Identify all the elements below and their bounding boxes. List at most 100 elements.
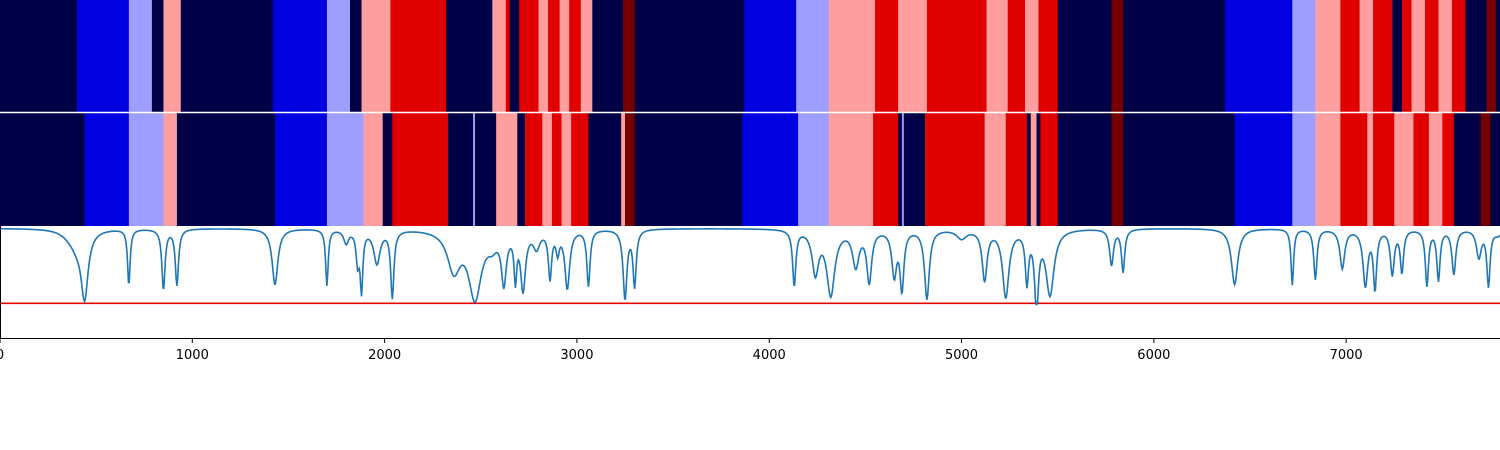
heatmap-middle-cell-23 bbox=[625, 113, 636, 226]
heatmap-top-cell-7 bbox=[326, 0, 351, 112]
x-tick-label-7: 7000 bbox=[1330, 348, 1363, 363]
heatmap-middle-cell-27 bbox=[828, 113, 874, 226]
heatmap-middle-cell-52 bbox=[1453, 113, 1482, 226]
heatmap-top-cell-18 bbox=[559, 0, 570, 112]
heatmap-top-cell-50 bbox=[1486, 0, 1497, 112]
heatmap-top-cell-40 bbox=[1340, 0, 1361, 112]
heatmap-top-cell-3 bbox=[151, 0, 164, 112]
heatmap-middle-cell-36 bbox=[1030, 113, 1037, 226]
heatmap-top-cell-48 bbox=[1451, 0, 1466, 112]
x-tick-label-1: 1000 bbox=[176, 348, 209, 363]
heatmap-top-cell-26 bbox=[828, 0, 876, 112]
heatmap-top-cell-25 bbox=[796, 0, 830, 112]
heatmap-top-cell-41 bbox=[1359, 0, 1374, 112]
heatmap-middle-cell-12 bbox=[475, 113, 497, 226]
heatmap-middle-cell-41 bbox=[1123, 113, 1236, 226]
heatmap-middle-cell-49 bbox=[1413, 113, 1430, 226]
heatmap-top-cell-37 bbox=[1225, 0, 1293, 112]
heatmap-top-cell-34 bbox=[1057, 0, 1112, 112]
signal-series-line bbox=[0, 227, 1500, 306]
heatmap-top-cell-2 bbox=[128, 0, 153, 112]
heatmap-top-cell-13 bbox=[505, 0, 511, 112]
heatmap-top-cell-11 bbox=[446, 0, 493, 112]
heatmap-middle-cell-11 bbox=[473, 113, 476, 226]
heatmap-middle-cell-44 bbox=[1315, 113, 1341, 226]
heatmap-middle-cell-21 bbox=[592, 113, 622, 226]
heatmap-top-cell-35 bbox=[1111, 0, 1124, 112]
heatmap-middle-cell-32 bbox=[925, 113, 986, 226]
heatmap-top-cell-36 bbox=[1123, 0, 1226, 112]
heatmap-top-cell-28 bbox=[898, 0, 928, 112]
line-plot-background bbox=[0, 226, 1500, 338]
heatmap-top-cell-0 bbox=[0, 0, 78, 112]
heatmap-top-cell-19 bbox=[569, 0, 582, 112]
heatmap-strip-middle bbox=[0, 113, 1500, 226]
heatmap-top-cell-12 bbox=[492, 0, 507, 112]
heatmap-middle-cell-54 bbox=[1490, 113, 1500, 226]
line-plot-panel bbox=[0, 226, 1500, 339]
heatmap-top-cell-47 bbox=[1438, 0, 1453, 112]
heatmap-top-cell-33 bbox=[1038, 0, 1059, 112]
heatmap-middle-cell-17 bbox=[551, 113, 562, 226]
heatmap-middle-cell-25 bbox=[742, 113, 799, 226]
heatmap-middle-cell-30 bbox=[901, 113, 905, 226]
heatmap-middle-cell-18 bbox=[561, 113, 572, 226]
heatmap-middle-cell-40 bbox=[1111, 113, 1124, 226]
heatmap-top-cell-5 bbox=[180, 0, 274, 112]
x-tick-label-2: 2000 bbox=[368, 348, 401, 363]
heatmap-top-cell-20 bbox=[580, 0, 593, 112]
heatmap-top-cell-49 bbox=[1465, 0, 1487, 112]
heatmap-middle-cell-15 bbox=[525, 113, 543, 226]
heatmap-middle-cell-10 bbox=[448, 113, 474, 226]
x-axis: 0 1000 2000 3000 4000 5000 6000 7000 bbox=[0, 338, 1363, 363]
heatmap-top-cell-29 bbox=[926, 0, 987, 112]
heatmap-top-cell-6 bbox=[273, 0, 328, 112]
heatmap-top-cell-27 bbox=[875, 0, 899, 112]
heatmap-top-cell-31 bbox=[1007, 0, 1026, 112]
heatmap-middle-cell-2 bbox=[128, 113, 164, 226]
heatmap-middle-cell-26 bbox=[798, 113, 830, 226]
heatmap-middle-cell-46 bbox=[1367, 113, 1374, 226]
heatmap-middle-cell-33 bbox=[984, 113, 1007, 226]
heatmap-top-cell-32 bbox=[1025, 0, 1039, 112]
heatmap-top-cell-10 bbox=[390, 0, 447, 112]
heatmap-top-cell-44 bbox=[1401, 0, 1412, 112]
heatmap-middle-cell-9 bbox=[392, 113, 449, 226]
heatmap-top-cell-43 bbox=[1392, 0, 1403, 112]
heatmap-top-cell-51 bbox=[1496, 0, 1500, 112]
heatmap-middle-cell-35 bbox=[1026, 113, 1032, 226]
heatmap-top-cell-14 bbox=[509, 0, 520, 112]
heatmap-top-cell-45 bbox=[1411, 0, 1426, 112]
heatmap-middle-cell-16 bbox=[542, 113, 553, 226]
heatmap-middle-cell-42 bbox=[1234, 113, 1293, 226]
heatmap-middle-cell-53 bbox=[1480, 113, 1491, 226]
heatmap-middle-cell-24 bbox=[634, 113, 743, 226]
x-tick-label-5: 5000 bbox=[945, 348, 978, 363]
x-tick-label-0: 0 bbox=[0, 348, 4, 363]
heatmap-middle-cell-6 bbox=[326, 113, 364, 226]
x-tick-label-3: 3000 bbox=[560, 348, 593, 363]
heatmap-top-cell-8 bbox=[350, 0, 362, 112]
heatmap-middle-cell-31 bbox=[903, 113, 926, 226]
heatmap-middle-cell-22 bbox=[621, 113, 626, 226]
heatmap-top-cell-15 bbox=[519, 0, 539, 112]
heatmap-top-cell-9 bbox=[361, 0, 391, 112]
heatmap-middle-cell-7 bbox=[363, 113, 384, 226]
heatmap-top-cell-17 bbox=[548, 0, 561, 112]
heatmap-top-cell-22 bbox=[623, 0, 636, 112]
heatmap-top-cell-1 bbox=[76, 0, 130, 112]
heatmap-middle-cell-3 bbox=[163, 113, 178, 226]
heatmap-strip-top bbox=[0, 0, 1500, 112]
heatmap-top-cell-16 bbox=[538, 0, 549, 112]
heatmap-top-cell-24 bbox=[744, 0, 797, 112]
heatmap-middle-cell-43 bbox=[1292, 113, 1316, 226]
heatmap-middle-cell-47 bbox=[1373, 113, 1395, 226]
heatmap-top-cell-38 bbox=[1292, 0, 1316, 112]
heatmap-middle-cell-8 bbox=[382, 113, 393, 226]
heatmap-top-cell-4 bbox=[163, 0, 182, 112]
heatmap-middle-cell-29 bbox=[898, 113, 903, 226]
heatmap-middle-cell-37 bbox=[1036, 113, 1041, 226]
heatmap-middle-cell-50 bbox=[1428, 113, 1443, 226]
heatmap-middle-cell-1 bbox=[84, 113, 130, 226]
